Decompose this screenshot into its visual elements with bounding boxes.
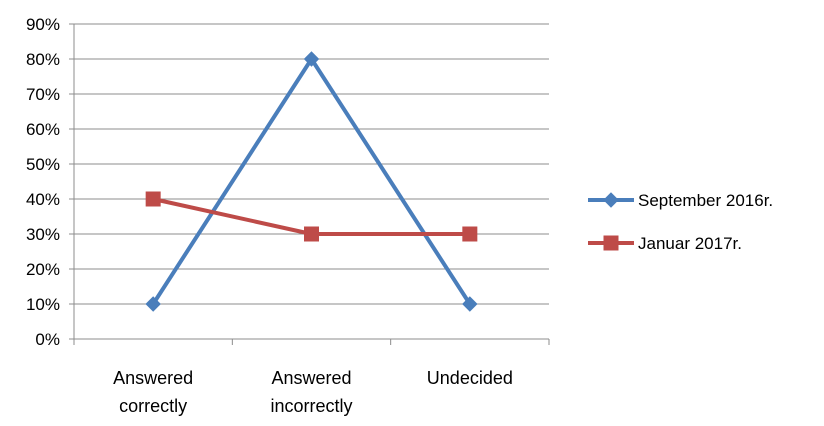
y-tick-label: 0% [35, 330, 60, 349]
legend-marker [603, 235, 619, 251]
legend-item: September 2016r. [588, 191, 773, 210]
series-1 [145, 51, 478, 312]
y-tick-label: 30% [26, 225, 60, 244]
x-category-label: Undecided [427, 368, 513, 388]
legend-item: Januar 2017r. [588, 234, 742, 253]
y-tick-label: 60% [26, 120, 60, 139]
legend-marker [603, 192, 619, 208]
data-point-marker [145, 191, 161, 207]
y-tick-label: 20% [26, 260, 60, 279]
y-tick-label: 40% [26, 190, 60, 209]
y-axis-tick-labels: 0% 10% 20% 30% 40% 50% 60% 70% 80% 90% [26, 15, 60, 349]
y-tick-label: 70% [26, 85, 60, 104]
y-tick-label: 50% [26, 155, 60, 174]
y-tick-label: 10% [26, 295, 60, 314]
x-axis-category-labels: Answered correctly Answered incorrectly Unde… [113, 368, 513, 416]
data-series [145, 51, 478, 312]
data-point-marker [462, 296, 478, 312]
data-point-marker [303, 51, 320, 67]
y-tick-label: 80% [26, 50, 60, 69]
y-tick-label: 90% [26, 15, 60, 34]
data-point-marker [304, 226, 319, 242]
x-category-label: Answered incorrectly [270, 368, 352, 416]
series-2 [145, 191, 478, 242]
data-point-marker [462, 226, 478, 242]
legend-label: Januar 2017r. [638, 234, 742, 253]
legend: September 2016r. Januar 2017r. [588, 191, 773, 253]
legend-label: September 2016r. [638, 191, 773, 210]
axes [69, 23, 550, 345]
data-point-marker [145, 296, 161, 312]
series-line [151, 57, 472, 306]
x-category-label: Answered correctly [113, 368, 193, 416]
